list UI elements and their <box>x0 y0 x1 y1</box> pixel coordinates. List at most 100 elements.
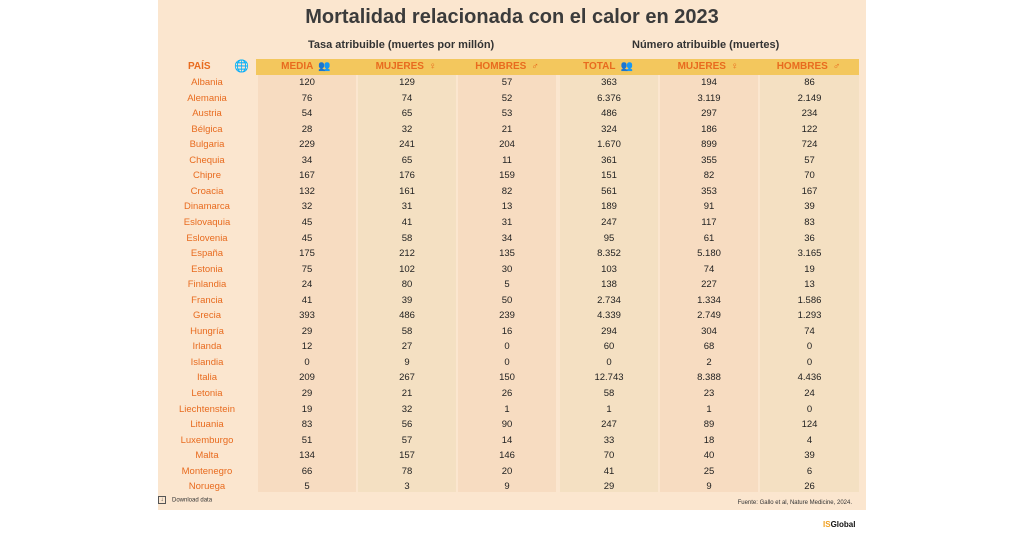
cell-total: 33 <box>603 434 615 446</box>
country-name: Finlandia <box>187 279 227 291</box>
country-name: Malta <box>195 450 219 462</box>
column-bg <box>258 75 356 492</box>
cell-hombres-rate: 0 <box>504 356 510 368</box>
cell-hombres-rate: 34 <box>501 232 513 244</box>
cell-mujeres-count: 89 <box>703 419 715 431</box>
cell-total: 361 <box>601 154 617 166</box>
cell-mujeres-count: 5.180 <box>697 248 721 260</box>
country-name: Austria <box>192 108 222 120</box>
table-row: Croacia 132 161 82 561 353 167 <box>158 184 866 200</box>
country-name: Albania <box>191 77 223 88</box>
people-icon: 👥 <box>620 61 633 72</box>
country-name: Hungría <box>190 325 224 337</box>
cell-mujeres-count: 23 <box>703 388 715 399</box>
cell-hombres-count: 83 <box>804 216 815 228</box>
cell-media: 34 <box>301 154 313 166</box>
country-name: Chipre <box>193 170 221 182</box>
cell-mujeres-rate: 176 <box>399 170 415 182</box>
cell-mujeres-rate: 241 <box>399 139 415 151</box>
source-note: Fuente: Gallo et al, Nature Medicine, 20… <box>737 500 852 506</box>
cell-hombres-count: 122 <box>801 123 818 135</box>
header-pais-label: PAÍS <box>188 61 211 72</box>
country-name: Croacia <box>190 185 224 197</box>
header-hombres-count: HOMBRES ♂ <box>758 59 859 75</box>
cell-total: 1.670 <box>597 139 621 151</box>
cell-mujeres-count: 355 <box>701 154 717 166</box>
cell-mujeres-count: 68 <box>703 341 715 353</box>
table-row: Finlandia 24 80 5 138 227 13 <box>158 277 866 293</box>
cell-mujeres-rate: 9 <box>404 356 410 368</box>
male-icon: ♂ <box>832 61 841 72</box>
cell-media: 134 <box>299 450 315 462</box>
header-hombres-label: HOMBRES <box>776 61 828 72</box>
cell-hombres-count: 19 <box>804 263 815 275</box>
header-mujeres-label: MUJERES <box>677 61 726 72</box>
table-row: Hungría 29 58 16 294 304 74 <box>158 324 866 340</box>
cell-mujeres-count: 227 <box>701 279 717 291</box>
cell-hombres-count: 36 <box>804 232 815 244</box>
rate-group-label: Tasa atribuible (muertes por millón) <box>308 39 495 51</box>
header-total-label: TOTAL <box>583 61 616 72</box>
cell-media: 175 <box>299 248 315 260</box>
cell-media: 12 <box>301 341 313 353</box>
cell-media: 167 <box>299 170 315 182</box>
cell-mujeres-rate: 65 <box>401 108 413 120</box>
cell-hombres-count: 86 <box>804 77 815 88</box>
cell-mujeres-count: 8.388 <box>697 372 721 384</box>
cell-media: 132 <box>299 185 315 197</box>
cell-hombres-rate: 53 <box>501 108 513 120</box>
cell-mujeres-count: 74 <box>703 263 715 275</box>
cell-hombres-rate: 16 <box>501 325 513 337</box>
cell-mujeres-count: 2 <box>706 356 712 368</box>
cell-media: 28 <box>301 123 313 135</box>
table-row: Estonia 75 102 30 103 74 19 <box>158 262 866 278</box>
cell-mujeres-rate: 58 <box>401 325 413 337</box>
cell-total: 58 <box>603 388 615 399</box>
cell-mujeres-count: 186 <box>701 123 717 135</box>
cell-hombres-count: 167 <box>801 185 818 197</box>
cell-hombres-rate: 14 <box>501 434 513 446</box>
cell-total: 95 <box>603 232 615 244</box>
cell-mujeres-rate: 41 <box>401 216 413 228</box>
column-bg <box>760 75 859 492</box>
country-name: Lituania <box>190 419 224 431</box>
column-bg <box>560 75 658 492</box>
cell-total: 29 <box>603 481 615 492</box>
country-name: Eslovaquia <box>183 216 231 228</box>
cell-total: 0 <box>606 356 612 368</box>
table-row: Eslovenia 45 58 34 95 61 36 <box>158 231 866 247</box>
table-row: Irlanda 12 27 0 60 68 0 <box>158 339 866 355</box>
cell-mujeres-count: 194 <box>701 77 717 88</box>
female-icon: ♀ <box>730 61 739 72</box>
column-bg <box>458 75 556 492</box>
header-total: TOTAL 👥 <box>558 59 658 75</box>
cell-media: 66 <box>301 465 313 477</box>
country-name: Montenegro <box>181 465 233 477</box>
cell-total: 294 <box>601 325 617 337</box>
cell-hombres-count: 57 <box>804 154 815 166</box>
cell-hombres-count: 124 <box>801 419 818 431</box>
cell-hombres-count: 70 <box>804 170 815 182</box>
cell-media: 76 <box>301 92 313 104</box>
cell-hombres-rate: 30 <box>501 263 513 275</box>
cell-total: 103 <box>601 263 617 275</box>
download-data-link[interactable]: ↓ Download data <box>158 496 212 504</box>
cell-media: 229 <box>299 139 315 151</box>
country-name: Italia <box>196 372 218 384</box>
cell-total: 4.339 <box>597 310 621 322</box>
chart-title: Mortalidad relacionada con el calor en 2… <box>305 6 719 28</box>
cell-mujeres-rate: 74 <box>401 92 413 104</box>
cell-mujeres-rate: 129 <box>399 77 415 88</box>
cell-hombres-count: 2.149 <box>797 92 822 104</box>
country-name: Liechtenstein <box>179 403 235 415</box>
people-icon: 👥 <box>318 61 331 72</box>
cell-media: 83 <box>301 419 313 431</box>
cell-mujeres-count: 18 <box>703 434 715 446</box>
cell-mujeres-rate: 157 <box>399 450 415 462</box>
cell-hombres-rate: 0 <box>504 341 510 353</box>
country-name: Noruega <box>188 481 226 492</box>
download-icon: ↓ <box>158 496 166 504</box>
cell-hombres-rate: 135 <box>499 248 515 260</box>
table-row: Bulgaria 229 241 204 1.670 899 724 <box>158 137 866 153</box>
cell-media: 0 <box>304 356 310 368</box>
